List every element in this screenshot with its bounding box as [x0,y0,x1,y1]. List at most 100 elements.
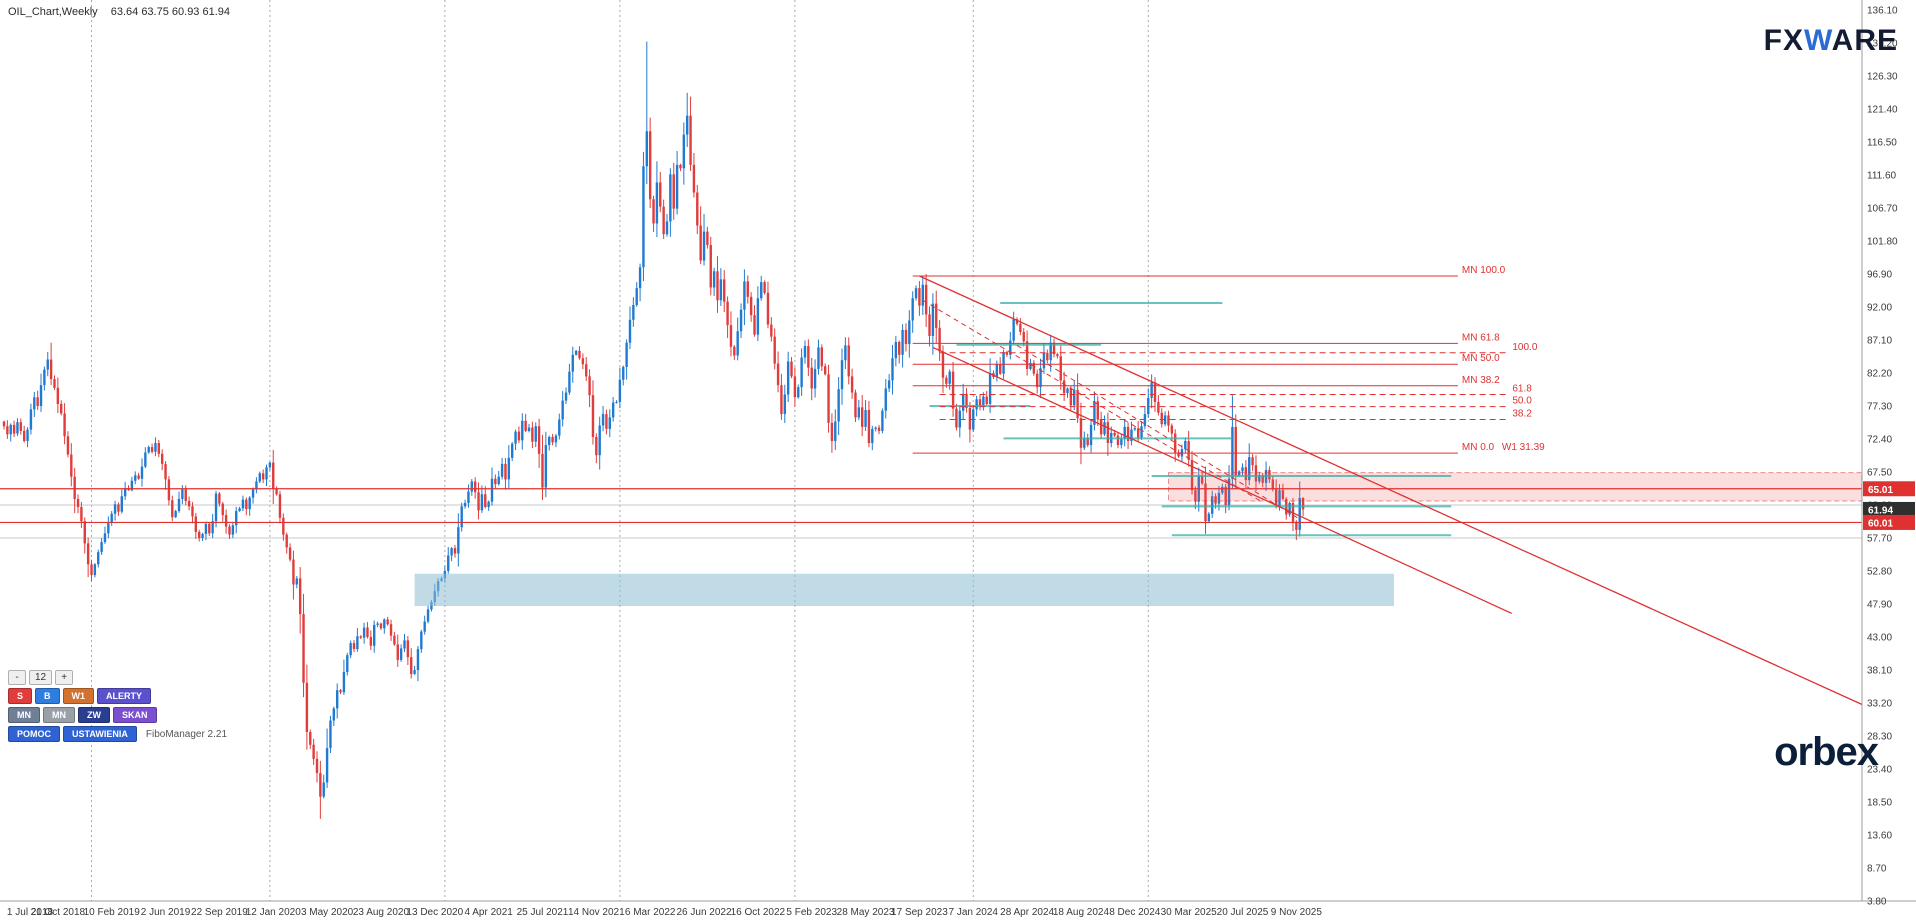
gray-levels [0,504,1862,539]
price-tick: 47.90 [1867,600,1892,611]
price-tick: 57.70 [1867,534,1892,545]
price-tick: 111.60 [1867,171,1897,182]
zw-button[interactable]: ZW [78,707,110,723]
mn-button-1[interactable]: MN [8,707,40,723]
date-tick: 30 Mar 2025 [1161,907,1218,918]
horizontal-levels-layer [0,488,1862,524]
zoom-in-button[interactable]: + [55,670,74,685]
orbex-logo: orbex [1774,730,1879,774]
date-tick: 28 Apr 2024 [1000,907,1054,918]
price-tick: 116.50 [1867,138,1897,149]
mn-button-2[interactable]: MN [43,707,75,723]
help-button[interactable]: POMOC [8,726,61,742]
date-tick: 21 Oct 2018 [31,907,86,918]
resistance-zone [1167,472,1863,502]
price-tag-text: 65.01 [1868,485,1893,496]
price-tick: 126.30 [1867,72,1898,83]
price-tick: 8.70 [1867,864,1887,875]
date-tick: 6 Mar 2022 [625,907,676,918]
date-tick: 3 May 2020 [301,907,354,918]
price-tick: 52.80 [1867,567,1892,578]
date-tick: 4 Apr 2021 [464,907,513,918]
w1-timeframe-button[interactable]: W1 [62,688,95,704]
fib-label: W1 31.39 [1502,442,1545,453]
fib-label: 50.0 [1512,396,1532,407]
fib-label: MN 0.0 [1462,442,1495,453]
trendlines-layer [919,275,1863,705]
price-tag [1863,514,1915,530]
date-tick: 17 Sep 2023 [891,907,948,918]
zoom-level-button[interactable]: 12 [29,670,53,685]
chart-title: OIL_Chart,Weekly 63.64 63.75 60.93 61.94 [8,6,230,18]
price-tick: 3.80 [1867,897,1887,908]
help-row: POMOC USTAWIENIA FiboManager 2.21 [8,726,227,742]
price-tick: 23.40 [1867,765,1892,776]
date-tick: 12 Jan 2020 [246,907,301,918]
price-tick: 82.20 [1867,369,1892,380]
price-tick: 38.10 [1867,666,1892,677]
fib-label: 38.2 [1512,408,1532,419]
price-tick: 101.80 [1867,237,1898,248]
date-tick: 16 Oct 2022 [731,907,786,918]
year-separators [91,0,1149,901]
symbol-timeframe-label: OIL_Chart,Weekly [8,6,98,18]
teal-segments-layer [929,301,1452,537]
support-zone [414,573,1394,607]
alerts-button[interactable]: ALERTY [97,688,152,704]
buy-button[interactable]: B [35,688,60,704]
date-tick: 5 Feb 2023 [786,907,837,918]
price-tick: 18.50 [1867,798,1892,809]
fib-label: 100.0 [1512,342,1537,353]
date-tick: 9 Nov 2025 [1271,907,1323,918]
fxware-are: ARE [1831,24,1898,57]
date-tick: 7 Jan 2024 [949,907,999,918]
fib-label: 61.8 [1512,384,1532,395]
price-tick: 72.40 [1867,435,1892,446]
scan-button[interactable]: SKAN [113,707,157,723]
date-tick: 1 Jul 2018 [7,907,54,918]
price-tick: 77.30 [1867,402,1892,413]
price-tag-text: 61.94 [1868,505,1893,516]
date-tick: 18 Aug 2024 [1053,907,1110,918]
date-tick: 23 Aug 2020 [353,907,410,918]
fxware-fx: FX [1763,24,1804,57]
price-tick: 106.70 [1867,204,1898,215]
price-tick: 92.00 [1867,303,1892,314]
price-tags-layer: 65.01 61.94 60.01 [1863,481,1915,530]
date-tick: 22 Sep 2019 [191,907,248,918]
fxware-logo: FXWARE [1764,24,1898,58]
price-tick: 33.20 [1867,699,1892,710]
price-tick: 87.10 [1867,336,1892,347]
price-tick: 28.30 [1867,732,1892,743]
settings-button[interactable]: USTAWIENIA [63,726,137,742]
price-tag [1863,481,1915,497]
date-tick: 28 May 2023 [837,907,895,918]
price-tick: 121.40 [1867,105,1898,116]
price-tag [1863,501,1915,517]
price-tick: 136.10 [1867,6,1898,17]
date-tick: 2 Jun 2019 [141,907,191,918]
date-tick: 13 Dec 2020 [406,907,463,918]
date-tick: 25 Jul 2021 [517,907,569,918]
ohlc-values: 63.64 63.75 60.93 61.94 [110,6,231,18]
date-tick: 26 Jun 2022 [676,907,731,918]
fxware-w: W [1803,24,1832,57]
timeframe-row: MN MN ZW SKAN [8,707,227,723]
fib-label: MN 50.0 [1462,353,1500,364]
price-tag-text: 60.01 [1868,518,1893,529]
zones-layer [414,472,1863,607]
price-tick: 96.90 [1867,270,1892,281]
price-tick: 67.50 [1867,468,1892,479]
zoom-out-button[interactable]: - [8,670,26,685]
fib-label: MN 38.2 [1462,375,1500,386]
date-tick: 14 Nov 2021 [568,907,625,918]
price-tick: 131.20 [1867,39,1898,50]
price-tick: 13.60 [1867,831,1892,842]
sell-button[interactable]: S [8,688,33,704]
fibonacci-layer: MN 100.0 MN 61.8 MN 50.0 MN 38.2 MN 0.0 W1 31… [912,265,1545,454]
zoom-row: - 12 + [8,670,227,685]
price-tick: 43.00 [1867,633,1892,644]
